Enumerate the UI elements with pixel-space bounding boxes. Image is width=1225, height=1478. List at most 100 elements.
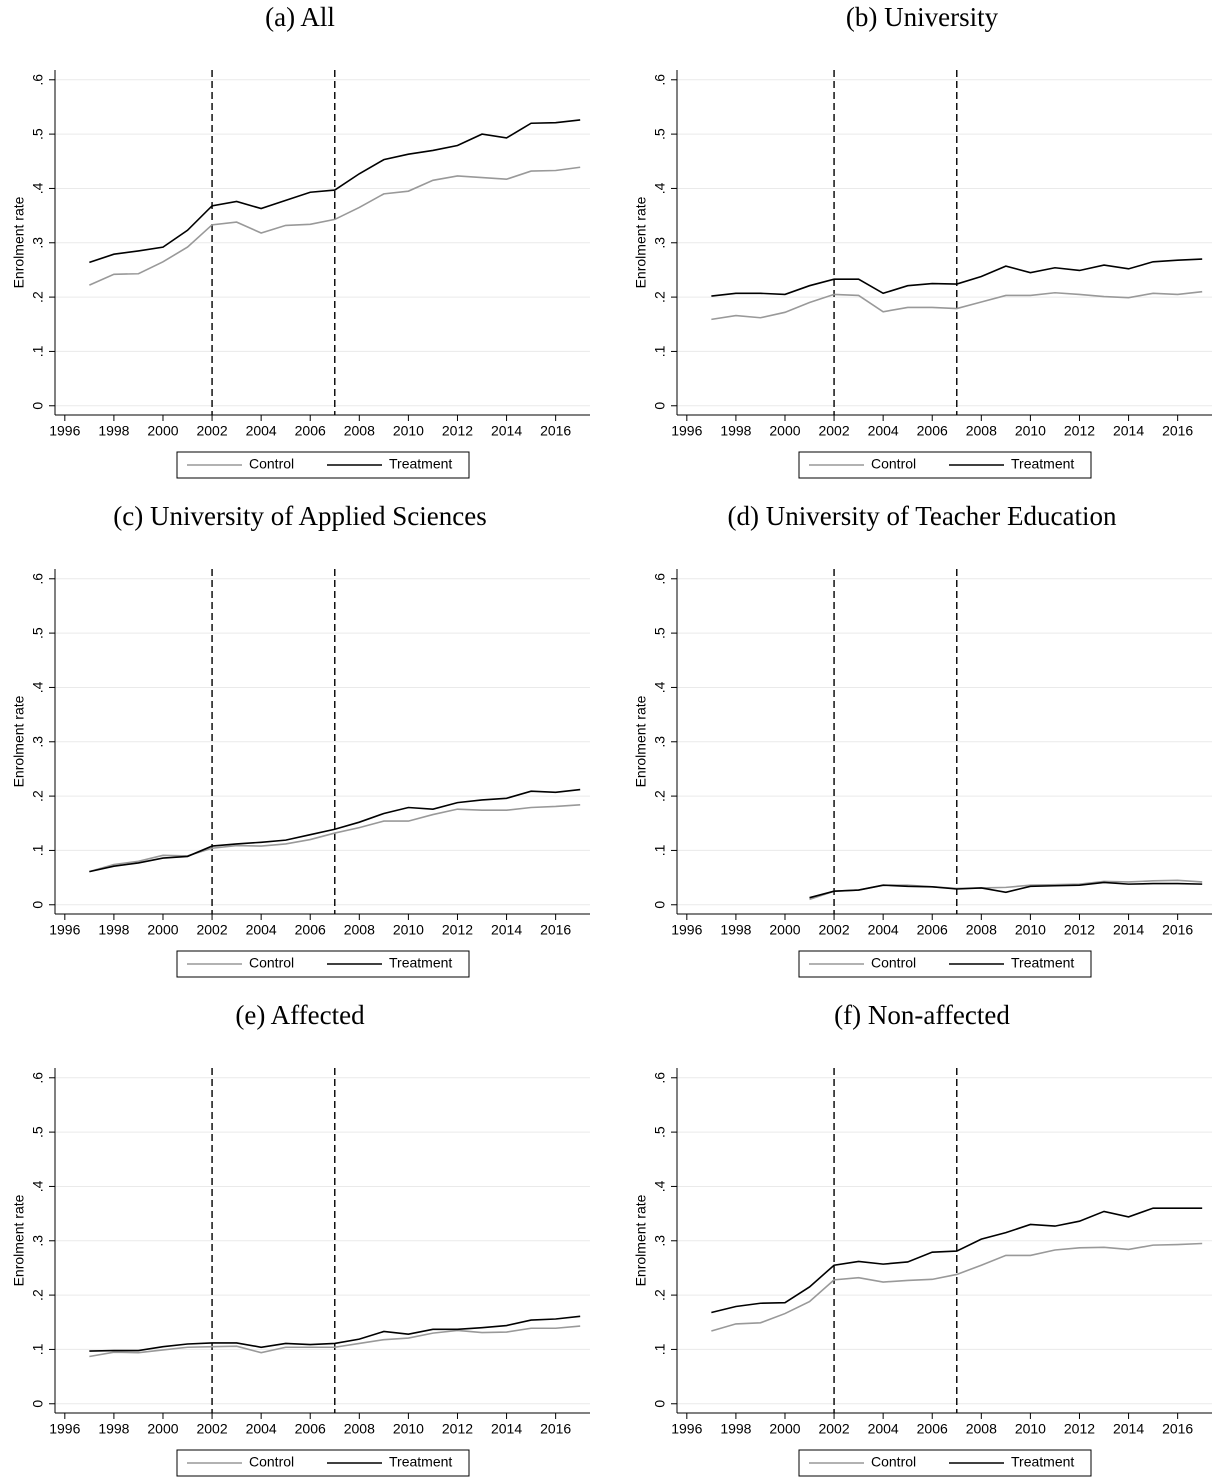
series-line [711,290,1203,321]
legend-label: Control [249,955,294,971]
x-tick-label: 2008 [966,423,997,439]
legend-label: Control [871,1454,916,1470]
y-tick-label: .2 [30,1289,46,1301]
legend-box [176,451,470,479]
y-tick-label: .3 [30,736,46,748]
y-tick-label: .1 [652,345,668,357]
legend-label: Control [249,456,294,472]
x-tick-label: 2000 [147,423,178,439]
y-tick-label: .4 [652,182,668,194]
legend-label: Treatment [389,955,452,971]
x-tick-label: 2012 [442,922,473,938]
x-tick-label: 2010 [1015,922,1046,938]
y-tick-label: 0 [652,402,668,410]
y-axis-label: Enrolment rate [633,695,649,787]
x-tick-label: 2016 [1162,423,1193,439]
y-tick-label: .3 [652,1235,668,1247]
x-tick-label: 2002 [818,1421,849,1437]
y-tick-label: 0 [652,1400,668,1408]
x-tick-label: 2006 [295,922,326,938]
chart-title: (c) University of Applied Sciences [113,501,486,531]
x-tick-label: 1996 [49,922,80,938]
x-tick-label: 2012 [1064,1421,1095,1437]
x-tick-label: 2004 [868,1421,899,1437]
legend-box [176,1449,470,1477]
x-tick-label: 1998 [98,423,129,439]
y-tick-label: .3 [652,237,668,249]
y-axis-label: Enrolment rate [11,695,27,787]
y-tick-label: .4 [30,182,46,194]
x-tick-label: 2010 [1015,423,1046,439]
series-line [711,1207,1203,1314]
y-tick-label: 0 [30,1400,46,1408]
legend-label: Treatment [1011,456,1074,472]
x-tick-label: 2006 [295,1421,326,1437]
y-tick-label: .6 [652,573,668,585]
x-tick-label: 2002 [196,1421,227,1437]
y-tick-label: .2 [652,790,668,802]
x-tick-label: 2006 [295,423,326,439]
chart-title: (d) University of Teacher Education [728,501,1117,531]
x-tick-label: 2012 [442,1421,473,1437]
x-tick-label: 1998 [720,1421,751,1437]
y-tick-label: 0 [652,901,668,909]
x-tick-label: 2006 [917,1421,948,1437]
x-tick-label: 2004 [246,423,277,439]
x-tick-label: 2012 [1064,423,1095,439]
x-tick-label: 2002 [818,922,849,938]
y-tick-label: .2 [652,291,668,303]
chart-title: (b) University [846,2,999,32]
x-tick-label: 2014 [1113,1421,1144,1437]
x-tick-label: 2014 [1113,423,1144,439]
x-tick-label: 2016 [540,922,571,938]
legend-label: Control [249,1454,294,1470]
y-tick-label: .5 [652,1126,668,1138]
series-line [809,881,1203,899]
x-tick-label: 1996 [49,1421,80,1437]
x-tick-label: 2002 [196,423,227,439]
series-line [89,788,581,873]
y-tick-label: .6 [30,573,46,585]
x-tick-label: 2012 [1064,922,1095,938]
y-tick-label: .3 [30,1235,46,1247]
x-tick-label: 2012 [442,423,473,439]
x-tick-label: 2016 [1162,922,1193,938]
legend-box [798,451,1092,479]
x-tick-label: 2000 [769,922,800,938]
y-tick-label: .3 [30,237,46,249]
y-tick-label: .6 [652,74,668,86]
y-tick-label: .2 [652,1289,668,1301]
y-tick-label: .1 [30,1343,46,1355]
x-tick-label: 1996 [49,423,80,439]
series-line [89,1325,581,1358]
y-tick-label: 0 [30,402,46,410]
x-tick-label: 2014 [491,1421,522,1437]
legend-label: Treatment [1011,1454,1074,1470]
y-axis-label: Enrolment rate [633,196,649,288]
y-tick-label: 0 [30,901,46,909]
x-tick-label: 2004 [868,423,899,439]
x-tick-label: 2006 [917,922,948,938]
x-tick-label: 2016 [1162,1421,1193,1437]
x-tick-label: 1998 [98,1421,129,1437]
series-line [711,258,1203,297]
x-tick-label: 1998 [720,922,751,938]
y-axis-label: Enrolment rate [633,1194,649,1286]
x-tick-label: 2006 [917,423,948,439]
legend-box [798,1449,1092,1477]
legend-label: Control [871,456,916,472]
x-tick-label: 2004 [246,922,277,938]
x-tick-label: 1996 [671,1421,702,1437]
x-tick-label: 2002 [818,423,849,439]
x-tick-label: 2000 [769,423,800,439]
y-axis-label: Enrolment rate [11,196,27,288]
chart-title: (a) All [265,2,335,32]
y-tick-label: .6 [30,1072,46,1084]
x-tick-label: 2008 [966,1421,997,1437]
series-line [89,804,581,873]
y-axis-label: Enrolment rate [11,1194,27,1286]
y-tick-label: .3 [652,736,668,748]
x-tick-label: 1996 [671,922,702,938]
series-line [89,1315,581,1352]
